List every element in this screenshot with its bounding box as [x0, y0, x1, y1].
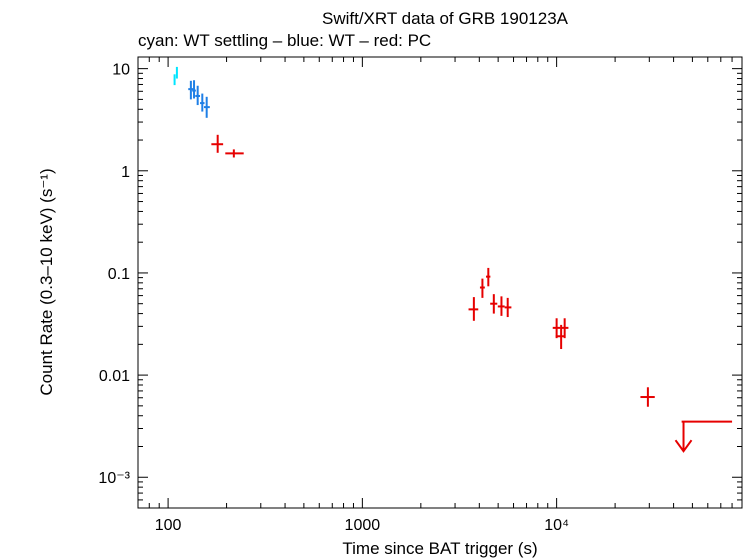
- data-marks: [173, 66, 733, 453]
- x-tick-label: 10⁴: [544, 517, 569, 534]
- data-point: [195, 85, 201, 106]
- data-point: [504, 297, 512, 318]
- y-tick-label: 0.1: [108, 266, 130, 283]
- y-tick-label: 10⁻³: [98, 470, 130, 487]
- y-tick-label: 1: [121, 164, 130, 181]
- data-point: [468, 297, 479, 321]
- upper-limit-arrow-head: [674, 439, 693, 453]
- upper-limit: [674, 420, 733, 453]
- data-point: [188, 80, 194, 100]
- data-point: [203, 96, 210, 118]
- axis-ticks: 100 1000 10⁴ 10 1 0.1 0.01 10⁻³: [98, 57, 743, 534]
- x-axis-label: Time since BAT trigger (s): [342, 539, 537, 558]
- data-point: [192, 80, 196, 99]
- data-point: [640, 387, 655, 407]
- data-point: [552, 318, 561, 339]
- data-point: [225, 149, 244, 158]
- data-point: [560, 318, 569, 339]
- data-point: [211, 134, 224, 153]
- data-point: [490, 294, 498, 314]
- data-point: [200, 93, 205, 112]
- data-point: [479, 278, 485, 298]
- plot-frame: [137, 56, 743, 509]
- data-point: [486, 267, 491, 287]
- data-point: [175, 66, 178, 79]
- data-point: [173, 74, 176, 86]
- y-axis-label: Count Rate (0.3–10 keV) (s⁻¹): [37, 168, 56, 395]
- x-tick-label: 1000: [345, 517, 381, 534]
- chart-title: Swift/XRT data of GRB 190123A: [322, 9, 569, 28]
- data-point: [555, 324, 565, 350]
- y-tick-label: 0.01: [99, 368, 130, 385]
- y-tick-label: 10: [112, 62, 130, 79]
- data-point: [497, 296, 505, 316]
- x-tick-label: 100: [155, 517, 182, 534]
- chart-subtitle: cyan: WT settling – blue: WT – red: PC: [138, 31, 431, 50]
